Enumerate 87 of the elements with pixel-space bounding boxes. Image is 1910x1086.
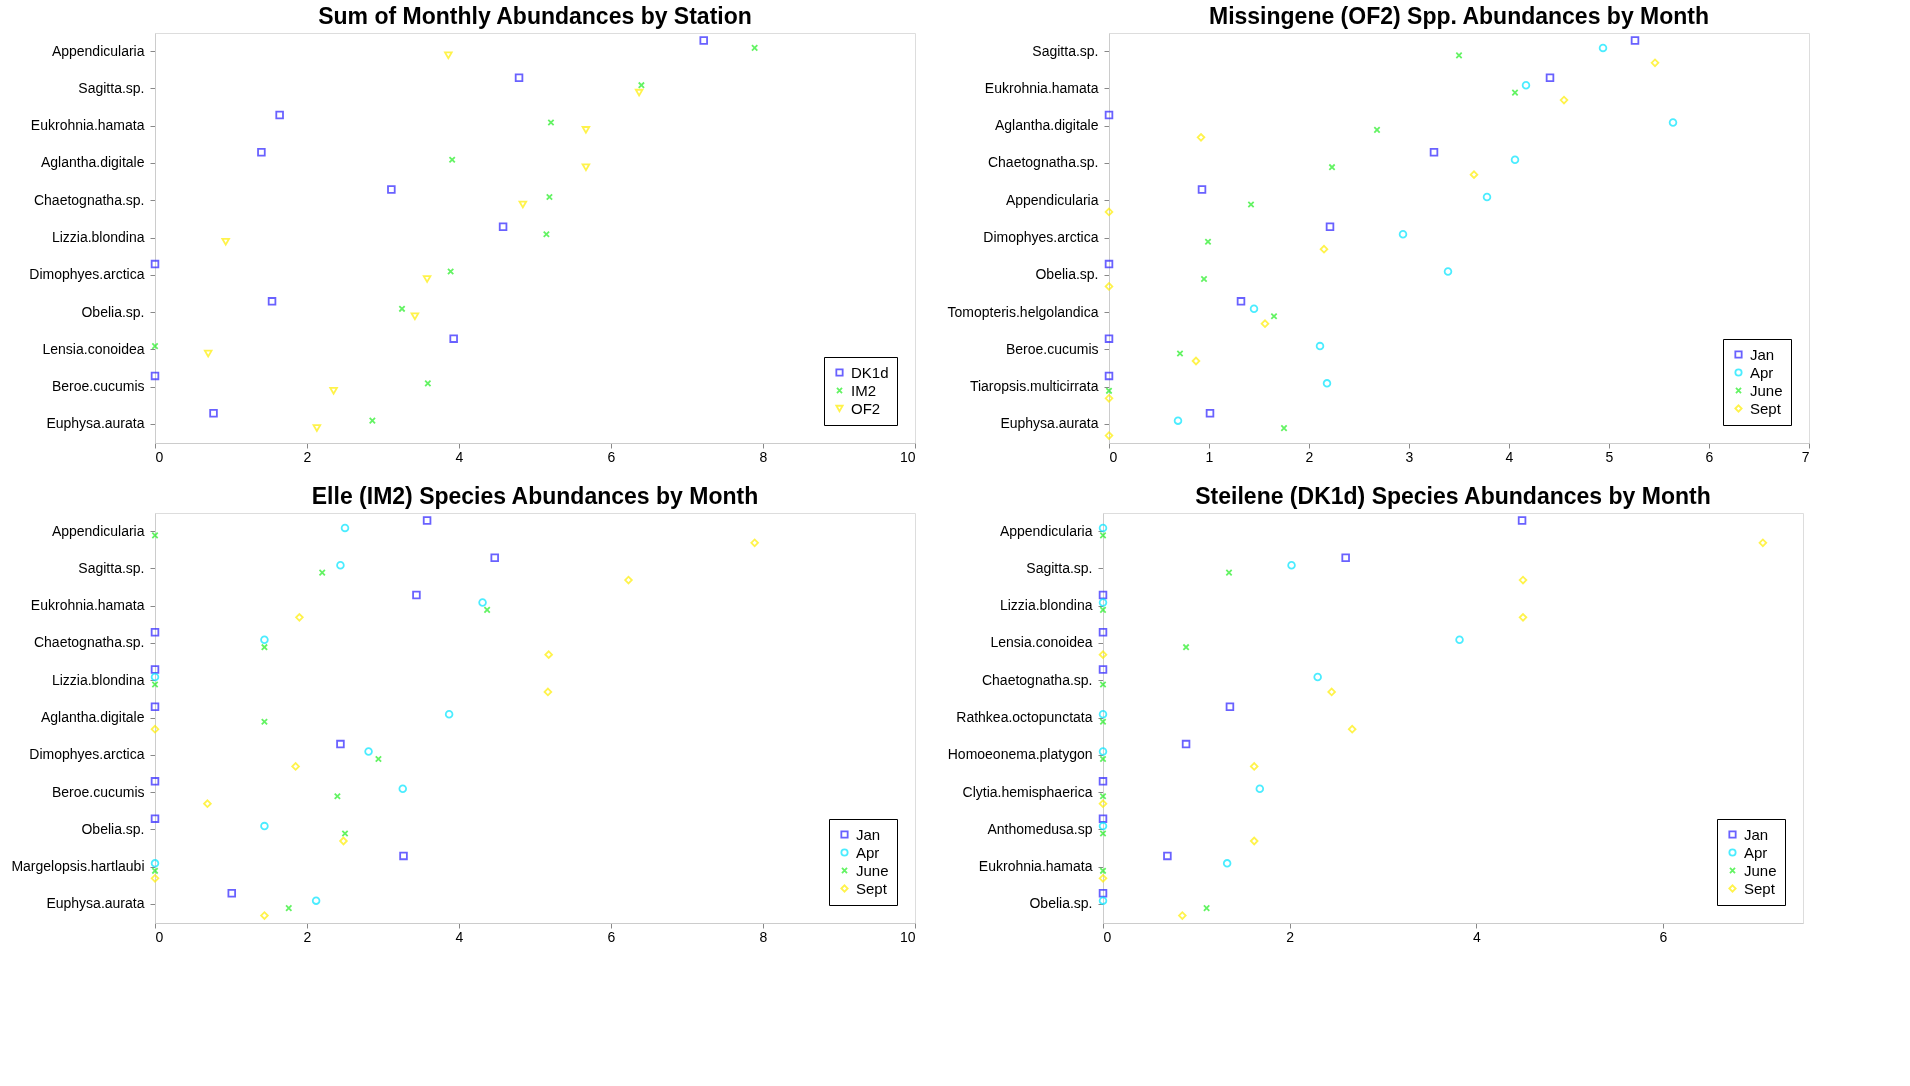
x-tick-label: 8 bbox=[759, 928, 768, 945]
x-tick-label: 5 bbox=[1605, 448, 1614, 465]
y-tick-label: Beroe.cucumis bbox=[51, 783, 145, 800]
x-tick-label: 0 bbox=[1109, 448, 1118, 465]
y-tick-label: Aglantha.digitale bbox=[40, 709, 145, 725]
y-tick-label: Obelia.sp. bbox=[1035, 266, 1099, 283]
x-tick-label: 0 bbox=[1103, 928, 1112, 945]
chart-title: Elle (IM2) Species Abundances by Month bbox=[311, 483, 759, 509]
x-tick-label: 2 bbox=[303, 448, 312, 465]
x-tick-label: 10 bbox=[899, 928, 916, 945]
y-tick-label: Aglantha.digitale bbox=[994, 117, 1099, 134]
y-tick-label: Eukrohnia.hamata bbox=[984, 79, 1099, 96]
y-tick-label: Dimophyes.arctica bbox=[983, 229, 1099, 245]
x-tick-label: 0 bbox=[155, 448, 164, 465]
y-tick-label: Chaetognatha.sp. bbox=[987, 154, 1099, 171]
x-tick-label: 4 bbox=[455, 448, 464, 465]
x-tick-label: 2 bbox=[303, 928, 312, 945]
y-tick-label: Sagitta.sp. bbox=[1032, 42, 1099, 59]
y-tick-label: Aglantha.digitale bbox=[40, 154, 145, 171]
legend-label: Apr bbox=[856, 843, 880, 861]
chart-title: Sum of Monthly Abundances by Station bbox=[318, 3, 752, 29]
x-tick-label: 4 bbox=[1472, 928, 1481, 945]
y-tick-label: Chaetognatha.sp. bbox=[33, 634, 145, 651]
y-tick-label: Eukrohnia.hamata bbox=[30, 117, 145, 134]
y-tick-label: Beroe.cucumis bbox=[51, 378, 145, 395]
y-tick-label: Lizzia.blondina bbox=[999, 597, 1093, 614]
legend-label: Jan bbox=[1750, 345, 1775, 363]
x-tick-label: 6 bbox=[1659, 928, 1668, 945]
y-tick-label: Chaetognatha.sp. bbox=[981, 671, 1093, 688]
legend-label: Apr bbox=[1744, 843, 1768, 861]
legend-label: Sept bbox=[856, 879, 888, 897]
y-tick-label: Appendicularia bbox=[1005, 191, 1099, 208]
x-tick-label: 1 bbox=[1205, 448, 1214, 465]
y-tick-label: Appendicularia bbox=[51, 522, 145, 539]
legend-label: IM2 bbox=[851, 381, 877, 399]
y-tick-label: Obelia.sp. bbox=[1029, 895, 1093, 912]
x-tick-label: 2 bbox=[1286, 928, 1295, 945]
legend-label: Jan bbox=[1744, 825, 1769, 843]
x-tick-label: 3 bbox=[1405, 448, 1414, 465]
y-tick-label: Chaetognatha.sp. bbox=[33, 191, 145, 208]
y-tick-label: Sagitta.sp. bbox=[1026, 559, 1093, 576]
legend-label: June bbox=[1744, 861, 1777, 879]
legend-label: June bbox=[856, 861, 889, 879]
y-tick-label: Homoeonema.platygon bbox=[947, 746, 1093, 763]
x-tick-label: 4 bbox=[1505, 448, 1514, 465]
x-tick-label: 2 bbox=[1305, 448, 1314, 465]
x-tick-label: 10 bbox=[899, 448, 916, 465]
y-tick-label: Sagitta.sp. bbox=[78, 559, 145, 576]
y-tick-label: Lizzia.blondina bbox=[51, 229, 145, 245]
legend-label: OF2 bbox=[851, 399, 881, 417]
y-tick-label: Eukrohnia.hamata bbox=[978, 858, 1093, 875]
y-tick-label: Appendicularia bbox=[999, 522, 1093, 539]
y-tick-label: Sagitta.sp. bbox=[78, 79, 145, 96]
x-tick-label: 6 bbox=[607, 448, 616, 465]
y-tick-label: Obelia.sp. bbox=[81, 303, 145, 320]
y-tick-label: Obelia.sp. bbox=[81, 820, 145, 837]
y-tick-label: Euphysa.aurata bbox=[46, 895, 145, 912]
y-tick-label: Margelopsis.hartlaubi bbox=[11, 858, 145, 875]
y-tick-label: Lensia.conoidea bbox=[990, 634, 1093, 651]
x-tick-label: 8 bbox=[759, 448, 768, 465]
y-tick-label: Tiaropsis.multicirrata bbox=[969, 378, 1099, 395]
y-tick-label: Rathkea.octopunctata bbox=[956, 709, 1093, 725]
chart-title: Missingene (OF2) Spp. Abundances by Month bbox=[1208, 3, 1710, 29]
y-tick-label: Appendicularia bbox=[51, 42, 145, 59]
y-tick-label: Clytia.hemisphaerica bbox=[962, 783, 1093, 800]
y-tick-label: Euphysa.aurata bbox=[46, 415, 145, 432]
y-tick-label: Dimophyes.arctica bbox=[29, 266, 145, 283]
legend-label: June bbox=[1750, 381, 1783, 399]
y-tick-label: Lizzia.blondina bbox=[51, 671, 145, 688]
y-tick-label: Dimophyes.arctica bbox=[29, 746, 145, 763]
legend-label: DK1d bbox=[851, 363, 889, 381]
legend-label: Jan bbox=[856, 825, 881, 843]
x-tick-label: 7 bbox=[1801, 448, 1810, 465]
x-tick-label: 6 bbox=[1705, 448, 1714, 465]
y-tick-label: Euphysa.aurata bbox=[1000, 415, 1099, 432]
y-tick-label: Eukrohnia.hamata bbox=[30, 597, 145, 614]
chart-title: Steilene (DK1d) Species Abundances by Month bbox=[1195, 483, 1711, 509]
y-tick-label: Tomopteris.helgolandica bbox=[947, 303, 1099, 320]
legend-label: Apr bbox=[1750, 363, 1774, 381]
legend-label: Sept bbox=[1744, 879, 1776, 897]
legend-label: Sept bbox=[1750, 399, 1782, 417]
x-tick-label: 4 bbox=[455, 928, 464, 945]
y-tick-label: Anthomedusa.sp bbox=[987, 820, 1093, 837]
x-tick-label: 0 bbox=[155, 928, 164, 945]
x-tick-label: 6 bbox=[607, 928, 616, 945]
y-tick-label: Lensia.conoidea bbox=[42, 340, 145, 357]
y-tick-label: Beroe.cucumis bbox=[1005, 340, 1099, 357]
